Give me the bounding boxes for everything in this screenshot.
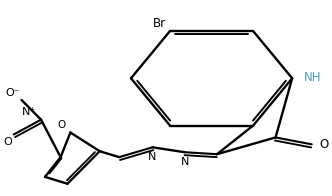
Text: O: O: [3, 137, 12, 147]
Text: O: O: [57, 120, 65, 130]
Text: N: N: [148, 152, 157, 162]
Text: O⁻: O⁻: [5, 88, 20, 98]
Text: NH: NH: [304, 71, 321, 84]
Text: Br: Br: [153, 17, 166, 30]
Text: N⁺: N⁺: [22, 107, 36, 117]
Text: N: N: [181, 157, 189, 167]
Text: O: O: [319, 138, 329, 151]
